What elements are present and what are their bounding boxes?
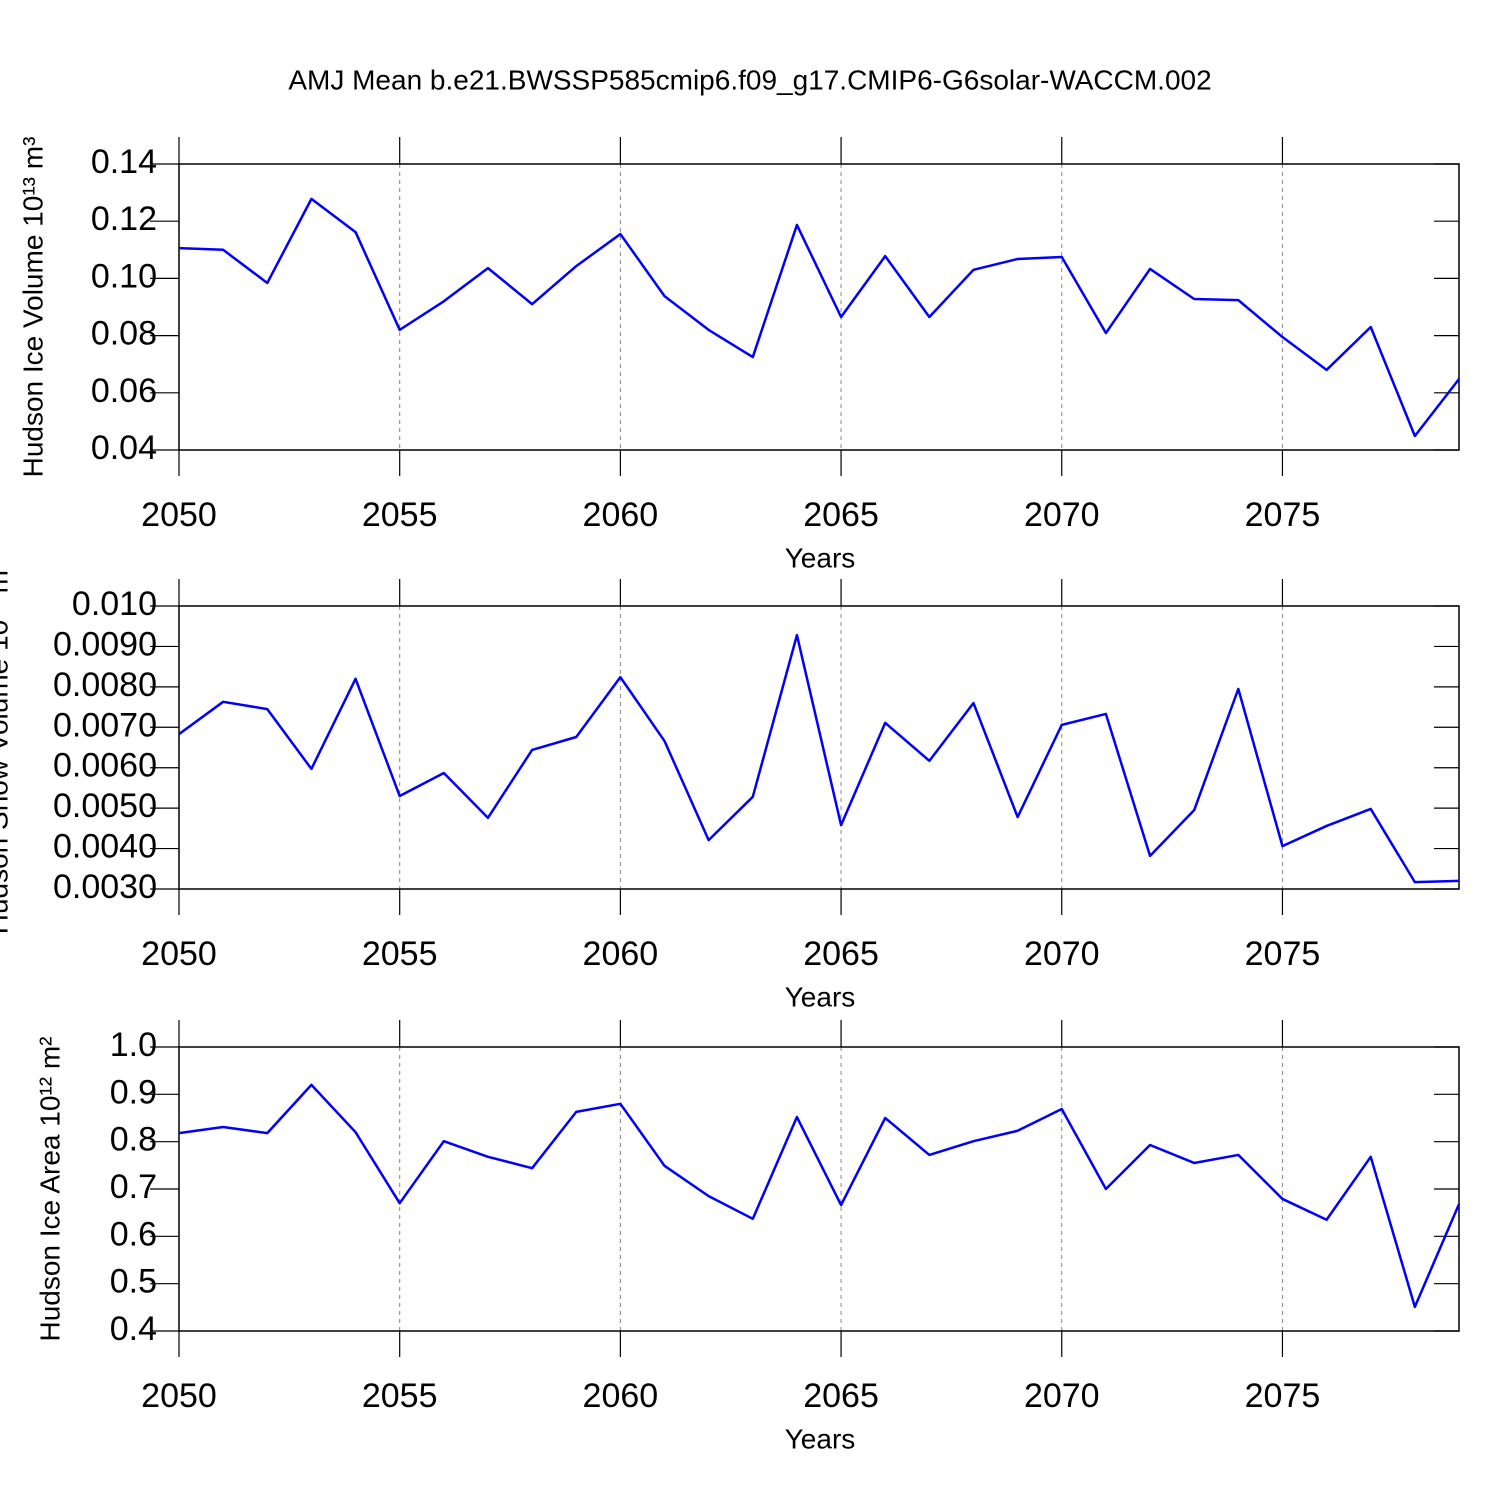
y-tick-label: 0.7 xyxy=(110,1168,157,1206)
y-tick-label: 0.06 xyxy=(91,372,157,410)
x-axis-label: Years xyxy=(785,1423,856,1454)
y-tick-label: 0.9 xyxy=(110,1073,157,1111)
x-tick-label: 2065 xyxy=(803,935,879,973)
y-tick-label: 0.0060 xyxy=(53,747,157,785)
plot-frame xyxy=(178,1046,1460,1332)
y-axis-label: Hudson Ice Volume 10¹³ m³ xyxy=(17,137,48,478)
y-tick-label: 0.12 xyxy=(91,200,157,238)
data-line xyxy=(178,633,1460,884)
y-tick-label: 0.04 xyxy=(91,429,157,467)
y-tick-label: 0.14 xyxy=(91,143,157,181)
y-tick-label: 0.0090 xyxy=(53,625,157,663)
x-tick-label: 2055 xyxy=(362,935,438,973)
x-axis-label: Years xyxy=(785,981,856,1012)
y-axis-label: Hudson Snow Volume 10¹³ m³ xyxy=(0,561,13,935)
y-tick-label: 0.4 xyxy=(110,1310,157,1348)
x-tick-label: 2065 xyxy=(803,496,879,534)
y-tick-label: 0.0080 xyxy=(53,666,157,704)
data-line xyxy=(178,197,1460,438)
x-tick-label: 2075 xyxy=(1245,496,1321,534)
y-tick-label: 0.0070 xyxy=(53,706,157,744)
x-axis-label: Years xyxy=(785,542,856,573)
x-tick-label: 2060 xyxy=(583,935,659,973)
y-tick-label: 0.0040 xyxy=(53,828,157,866)
x-tick-label: 2050 xyxy=(141,1377,217,1415)
x-tick-label: 2055 xyxy=(362,496,438,534)
x-tick-label: 2060 xyxy=(583,496,659,534)
y-tick-label: 0.5 xyxy=(110,1263,157,1301)
x-tick-label: 2070 xyxy=(1024,935,1100,973)
y-tick-label: 0.08 xyxy=(91,315,157,353)
y-tick-label: 0.0050 xyxy=(53,787,157,825)
x-tick-label: 2050 xyxy=(141,935,217,973)
y-tick-label: 0.6 xyxy=(110,1215,157,1253)
x-tick-label: 2065 xyxy=(803,1377,879,1415)
y-tick-label: 0.0030 xyxy=(53,868,157,906)
x-tick-label: 2075 xyxy=(1245,1377,1321,1415)
plot-frame xyxy=(178,163,1460,451)
plot-frame xyxy=(178,605,1460,890)
data-line xyxy=(178,1083,1461,1309)
y-tick-label: 0.010 xyxy=(72,585,157,623)
y-tick-label: 0.8 xyxy=(110,1121,157,1159)
x-tick-label: 2050 xyxy=(141,496,217,534)
y-tick-label: 0.10 xyxy=(91,257,157,295)
y-tick-label: 1.0 xyxy=(110,1026,157,1064)
x-tick-label: 2070 xyxy=(1024,496,1100,534)
x-tick-label: 2055 xyxy=(362,1377,438,1415)
chart-title: AMJ Mean b.e21.BWSSP585cmip6.f09_g17.CMI… xyxy=(288,64,1211,95)
y-axis-label: Hudson Ice Area 10¹² m² xyxy=(34,1036,65,1341)
x-tick-label: 2075 xyxy=(1245,935,1321,973)
x-tick-label: 2070 xyxy=(1024,1377,1100,1415)
x-tick-label: 2060 xyxy=(583,1377,659,1415)
